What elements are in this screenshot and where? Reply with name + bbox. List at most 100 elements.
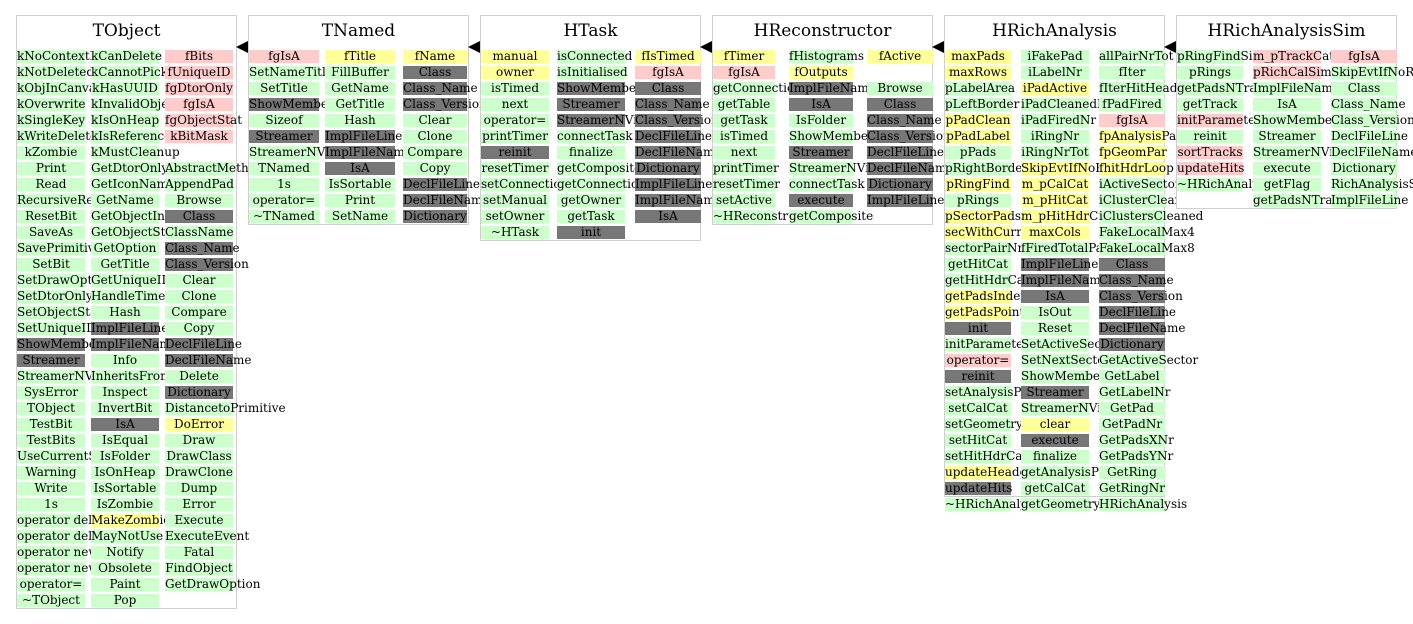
member-label: fIterHitHeader <box>1099 81 1191 95</box>
member-updatehits: updateHits <box>945 482 1012 495</box>
member-label: SysError <box>23 385 79 399</box>
member-label: fHistograms <box>789 49 865 63</box>
member-secwithcurrent: secWithCurrent <box>945 226 1042 239</box>
member-inheritsfrom: InheritsFrom <box>91 370 172 383</box>
member-label: IsSortable <box>93 481 157 495</box>
member-column: fgIsA SkipEvtIfNoRing Class Class_Name Class… <box>1331 50 1413 210</box>
member-label: m_pHitHdrCat <box>1021 209 1111 223</box>
member-declfilename: DeclFileName <box>1099 322 1186 335</box>
member-implfileline: ImplFileLine <box>325 130 402 143</box>
member-label: kWriteDelete <box>17 129 98 143</box>
member-label: ImplFileLine <box>1331 193 1409 207</box>
member-label: SetNameTitle <box>249 65 333 79</box>
member-label: Hash <box>344 113 376 127</box>
member-label: Class <box>651 81 685 95</box>
member-streamer: Streamer <box>1021 386 1089 399</box>
member-label: Class_Name <box>165 241 240 255</box>
member-ftimer: fTimer <box>713 50 775 63</box>
member-label: GetOption <box>93 241 157 255</box>
member-dump: Dump <box>165 482 233 495</box>
member-label: pRings <box>1188 65 1232 79</box>
member-knotdeleted: kNotDeleted <box>17 66 94 79</box>
member-label: ~HRichAnalysis <box>945 497 1044 511</box>
member-declfilename: DeclFileName <box>867 162 954 175</box>
member-label: ImplFileLine <box>635 177 713 191</box>
member-column: fHistograms fOutputs ImplFileName IsA IsFold… <box>789 50 898 226</box>
member-label: DeclFileLine <box>165 337 243 351</box>
member-streamernvirtual: StreamerNVirtual <box>1253 146 1362 159</box>
member-copy: Copy <box>165 322 233 335</box>
member-iclustercleanednr: iClusterCleanedNr <box>1099 194 1213 207</box>
member-label: next <box>730 145 758 159</box>
member-label: getAnalysisPar <box>1021 465 1112 479</box>
member-implfileline: ImplFileLine <box>1331 194 1408 207</box>
member-invertbit: InvertBit <box>91 402 159 415</box>
member-fname: fName <box>403 50 467 63</box>
member-label: operator new[] <box>17 561 108 575</box>
member-class-version: Class_Version <box>635 114 719 127</box>
member-column: fgIsA SetNameTitle SetTitle ShowMembers Size… <box>249 50 358 226</box>
member-isa: IsA <box>91 418 159 431</box>
member-connecttask: connectTask <box>557 130 633 143</box>
member-printtimer: printTimer <box>713 162 779 175</box>
member-column: fIsTimed fgIsA Class Class_Name Class_Versio… <box>635 50 722 226</box>
member-setowner: setOwner <box>481 210 549 223</box>
member-getcalcat: getCalCat <box>1021 482 1089 495</box>
member-label: Paint <box>109 577 141 591</box>
member-label: SetActiveSector <box>1021 337 1119 351</box>
member-label: clear <box>1039 417 1071 431</box>
member-label: DeclFileLine <box>867 145 945 159</box>
member-hash: Hash <box>91 306 159 319</box>
member-setgeometrypar: setGeometryPar <box>945 418 1043 431</box>
member-sethithdrcat: setHitHdrCat <box>945 450 1027 463</box>
member-getpadsynr: GetPadsYNr <box>1099 450 1173 463</box>
member-label: iPadActive <box>1022 81 1088 95</box>
member-prings: pRings <box>945 194 1011 207</box>
member-label: setAnalysisPar <box>945 385 1034 399</box>
member-kwritedelete: kWriteDelete <box>17 130 97 143</box>
member-setactive: setActive <box>713 194 775 207</box>
member-fpadfired: fPadFired <box>1099 98 1165 111</box>
member-label: Class <box>883 97 917 111</box>
member-label: FakeLocalMax8 <box>1099 241 1195 255</box>
member-label: fpGeomPar <box>1099 145 1167 159</box>
member-label: SetTitle <box>260 81 308 95</box>
member-label: Class_Version <box>867 129 951 143</box>
member-label: GetRingNr <box>1099 481 1166 495</box>
member-label: pRightBorder <box>945 161 1029 175</box>
member-operator: operator= <box>481 114 549 127</box>
member-next: next <box>713 146 775 159</box>
member-fpgeompar: fpGeomPar <box>1099 145 1167 159</box>
member-label: SetUniqueID <box>17 321 96 335</box>
member-label: iClustersCleaned <box>1099 209 1204 223</box>
member-reinit: reinit <box>1177 130 1243 143</box>
member-label: operator= <box>483 113 547 127</box>
member-fgobjectstat: fgObjectStat <box>165 114 242 127</box>
member-dictionary: Dictionary <box>867 178 933 191</box>
member-label: setHitHdrCat <box>945 449 1028 463</box>
member-label: reinit <box>1193 129 1227 143</box>
member-reinit: reinit <box>481 146 549 159</box>
member-warning: Warning <box>17 466 85 479</box>
member-paint: Paint <box>91 578 159 591</box>
class-title: HTask <box>563 21 618 41</box>
member-label: MakeZombie <box>91 513 171 527</box>
member-label: next <box>501 97 529 111</box>
member-execute: execute <box>1021 434 1089 447</box>
member-label: resetTimer <box>713 177 780 191</box>
member-label: 1s <box>44 497 58 511</box>
member-isconnected: isConnected <box>557 50 632 63</box>
member-ilabelnr: iLabelNr <box>1021 66 1089 79</box>
member-testbit: TestBit <box>17 418 85 431</box>
member-kobjincanvas: kObjInCanvas <box>17 82 102 95</box>
member-isfolder: IsFolder <box>789 114 853 127</box>
member-streamernvirtual: StreamerNVirtual <box>17 370 126 383</box>
member-isa: IsA <box>635 210 701 223</box>
member-label: operator= <box>252 193 316 207</box>
member-sectorpairnrtot: sectorPairNrTot <box>945 242 1042 255</box>
member-label: updateHits <box>1177 161 1245 175</box>
member-label: getTask <box>720 113 768 127</box>
member-isinitialised: isInitialised <box>557 66 628 79</box>
member-ppadlabel: pPadLabel <box>945 130 1011 143</box>
member-label: DeclFileName <box>867 161 954 175</box>
